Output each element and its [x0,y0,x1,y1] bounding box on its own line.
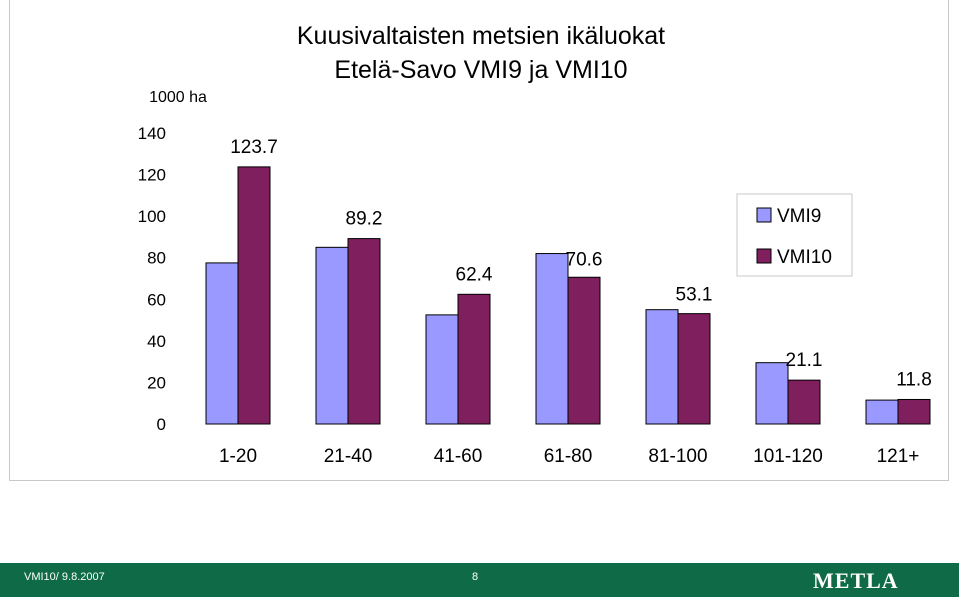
footer-date: VMI10/ 9.8.2007 [24,571,105,583]
bar-vmi9-101-120 [755,362,789,425]
y-axis-ticks: 0 20 40 60 80 100 120 140 [138,124,166,434]
category-label: 21-40 [324,446,373,467]
category-labels: 1-20 21-40 41-60 61-80 81-100 101-120 121+ [219,446,919,467]
category-label: 121+ [877,446,920,467]
data-label: 53.1 [676,285,713,306]
bar-vmi10-121+ [897,398,931,425]
legend-label-vmi9: VMI9 [777,206,821,227]
y-tick-label: 140 [138,124,166,143]
bar-chart: Kuusivaltaisten metsien ikäluokat Etelä-… [138,22,932,467]
y-tick-label: 120 [138,166,166,185]
y-tick-label: 60 [147,290,166,309]
chart-frame [9,0,949,481]
y-axis-unit-label: 1000 ha [149,89,207,106]
data-label: 89.2 [346,209,383,230]
legend-swatch-vmi9 [756,207,772,223]
category-label: 61-80 [544,446,593,467]
y-tick-label: 0 [157,415,166,434]
data-label: 21.1 [786,350,823,371]
y-tick-label: 100 [138,207,166,226]
y-tick-label: 80 [147,249,166,268]
data-label: 11.8 [896,369,932,390]
bar-vmi9-21-40 [315,246,349,425]
chart-title: Kuusivaltaisten metsien ikäluokat [297,22,665,50]
bar-vmi9-1-20 [205,262,239,425]
data-label: 123.7 [230,137,278,158]
chart-subtitle: Etelä-Savo VMI9 ja VMI10 [334,56,627,84]
metla-logo: METLA [813,568,899,593]
bar-vmi10-61-80 [567,276,601,425]
bar-vmi9-81-100 [645,309,679,425]
data-label: 62.4 [456,264,493,285]
bar-vmi9-121+ [865,399,899,425]
bar-vmi9-41-60 [425,314,459,425]
bar-vmi9-61-80 [535,253,569,425]
bar-vmi10-41-60 [457,293,491,425]
category-label: 81-100 [648,446,707,467]
data-labels: 123.7 89.2 62.4 70.6 53.1 21.1 11.8 [230,137,932,391]
category-label: 101-120 [753,446,823,467]
footer-bar: VMI10/ 9.8.2007 8 METLA [0,563,959,597]
legend-label-vmi10: VMI10 [777,247,832,268]
category-label: 1-20 [219,446,257,467]
bar-vmi10-81-100 [677,313,711,425]
bar-vmi10-21-40 [347,238,381,425]
bar-vmi10-101-120 [787,379,821,425]
bar-vmi10-1-20 [237,166,271,425]
page-number: 8 [472,571,479,583]
data-label: 70.6 [566,249,603,270]
y-tick-label: 40 [147,332,166,351]
y-tick-label: 20 [147,373,166,392]
legend-swatch-vmi10 [756,248,772,264]
legend: VMI9 VMI10 [736,193,853,277]
legend-box [736,193,853,277]
bars [205,166,931,425]
category-label: 41-60 [434,446,483,467]
